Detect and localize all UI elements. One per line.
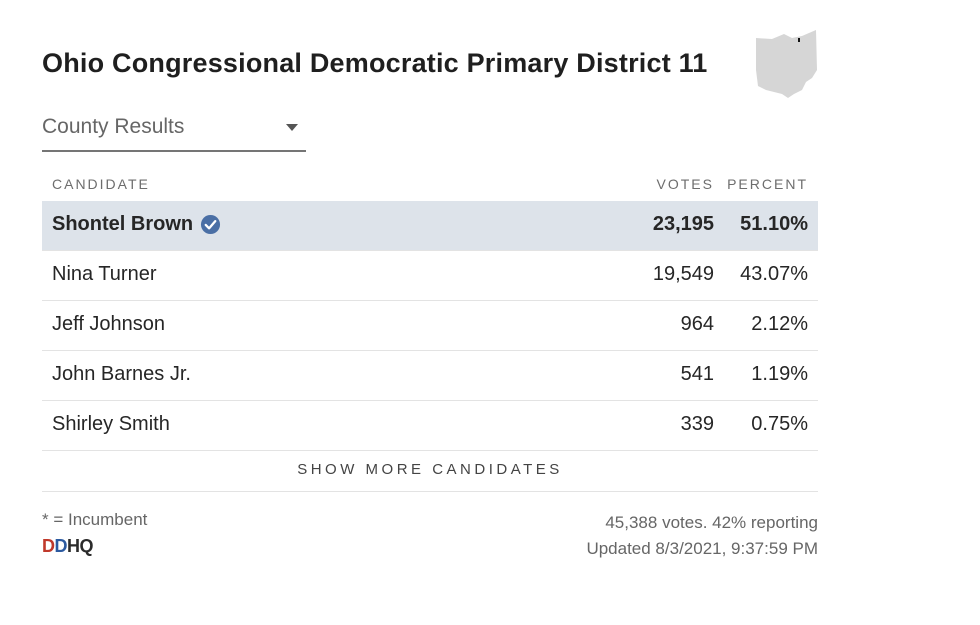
percent-cell: 43.07% bbox=[740, 263, 808, 285]
candidate-name: Jeff Johnson bbox=[52, 313, 166, 335]
votes-cell: 964 bbox=[680, 313, 714, 335]
votes-cell: 23,195 bbox=[652, 213, 714, 235]
percent-cell: 0.75% bbox=[751, 413, 808, 435]
reporting-meta: 45,388 votes. 42% reporting Updated 8/3/… bbox=[586, 510, 818, 562]
show-more-candidates-button[interactable]: SHOW MORE CANDIDATES bbox=[42, 451, 818, 492]
percent-cell: 51.10% bbox=[740, 213, 808, 235]
incumbent-legend: * = Incumbent bbox=[42, 510, 148, 529]
table-row: Shontel Brown 23,195 51.10% bbox=[42, 201, 818, 251]
votes-cell: 541 bbox=[680, 363, 714, 385]
candidate-name: Nina Turner bbox=[52, 263, 157, 285]
table-row: Jeff Johnson 964 2.12% bbox=[42, 301, 818, 351]
percent-cell: 1.19% bbox=[751, 363, 808, 385]
logo-letters-hq: HQ bbox=[67, 536, 94, 556]
show-more-label: SHOW MORE CANDIDATES bbox=[297, 461, 563, 478]
candidate-name: John Barnes Jr. bbox=[52, 363, 191, 385]
caret-down-icon bbox=[286, 124, 298, 131]
logo-letter-d1: D bbox=[42, 536, 55, 556]
ddhq-logo[interactable]: DDHQ bbox=[42, 536, 94, 557]
table-row: John Barnes Jr. 541 1.19% bbox=[42, 351, 818, 401]
table-row: Shirley Smith 339 0.75% bbox=[42, 401, 818, 451]
ohio-state-map-icon bbox=[756, 30, 817, 98]
candidate-name-cell: Shontel Brown bbox=[52, 213, 221, 236]
race-title: Ohio Congressional Democratic Primary Di… bbox=[42, 48, 708, 78]
percent-cell: 2.12% bbox=[751, 313, 808, 335]
winner-check-icon bbox=[201, 214, 221, 235]
header-percent: PERCENT bbox=[727, 176, 808, 192]
votes-cell: 19,549 bbox=[652, 263, 714, 285]
results-view-dropdown[interactable]: County Results bbox=[42, 112, 306, 152]
votes-reporting-text: 45,388 votes. 42% reporting bbox=[605, 513, 818, 532]
candidate-name: Shontel Brown bbox=[52, 213, 194, 235]
dropdown-selected-value: County Results bbox=[42, 115, 185, 138]
votes-cell: 339 bbox=[680, 413, 714, 435]
logo-letter-d2: D bbox=[54, 536, 68, 556]
candidate-name: Shirley Smith bbox=[52, 413, 170, 435]
table-row: Nina Turner 19,549 43.07% bbox=[42, 251, 818, 301]
header-candidate: CANDIDATE bbox=[52, 176, 150, 192]
table-header: CANDIDATE VOTES PERCENT bbox=[42, 172, 818, 201]
header-votes: VOTES bbox=[656, 176, 714, 192]
results-table: CANDIDATE VOTES PERCENT Shontel Brown 23… bbox=[42, 172, 818, 492]
updated-timestamp: Updated 8/3/2021, 9:37:59 PM bbox=[586, 539, 818, 558]
